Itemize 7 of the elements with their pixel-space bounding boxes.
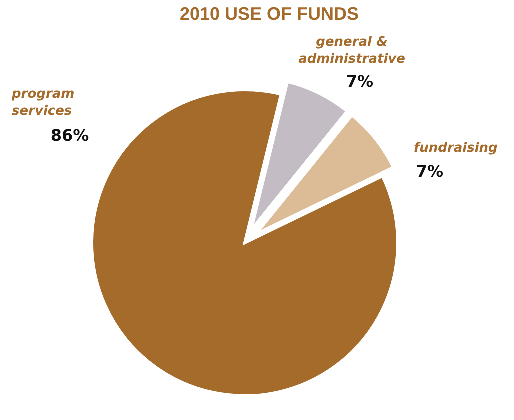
data-label: 86% bbox=[50, 126, 90, 145]
slice-label: fundraising bbox=[414, 141, 498, 156]
slice-label: program services bbox=[11, 87, 75, 119]
data-label: 7% bbox=[416, 162, 444, 181]
data-label: 7% bbox=[346, 72, 374, 91]
slice-label: general & administrative bbox=[298, 35, 406, 67]
chart-title: 2010 USE OF FUNDS bbox=[180, 4, 360, 24]
